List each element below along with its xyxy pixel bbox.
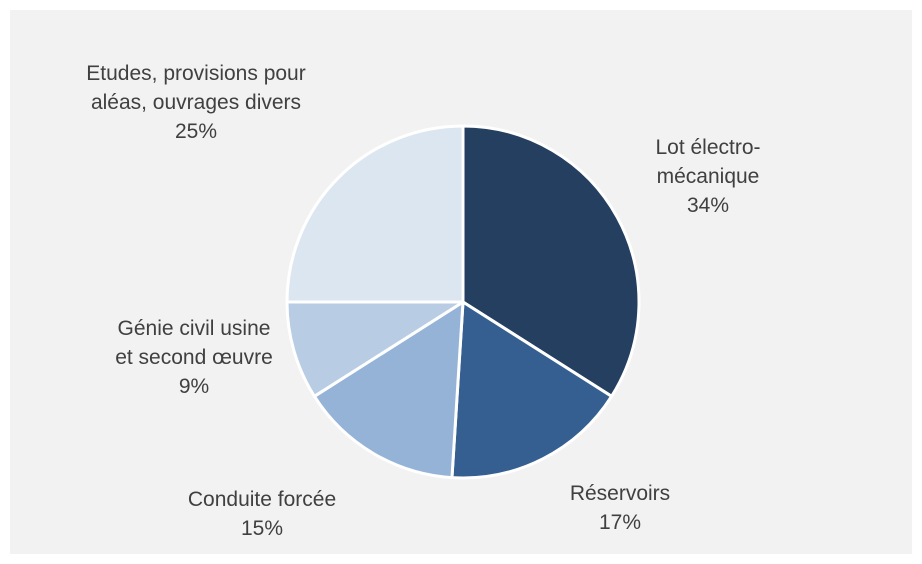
slice-percent: 9% — [178, 375, 210, 398]
slice-percent: 17% — [598, 511, 642, 534]
slice-percent: 15% — [240, 517, 284, 540]
slice-label-lot-electro-mecanique: Lot électro-mécanique 34% — [598, 133, 818, 220]
slice-label-etudes: Etudes, provisions pour aléas, ouvrages … — [60, 59, 332, 146]
slice-percent: 34% — [686, 194, 730, 217]
slice-label-conduite-forcee: Conduite forcée 15% — [142, 485, 382, 543]
slice-label-text: Conduite forcée — [187, 488, 337, 511]
pie-slice-conduite-forcee — [312, 300, 465, 480]
pie-slice-reservoirs — [450, 300, 614, 480]
pie-slice-etudes-provisions-pour-aleas-ouvrages-divers — [285, 124, 465, 304]
slice-label-text: Lot électro-mécanique — [655, 136, 761, 188]
slice-label-text: Etudes, provisions pour aléas, ouvrages … — [86, 62, 306, 114]
slice-label-text: Réservoirs — [569, 482, 671, 505]
pie-slice-genie-civil-usine-et-second-uvre — [285, 300, 465, 398]
slice-label-text: Génie civil usine et second œuvre — [115, 317, 273, 369]
slice-label-genie-civil: Génie civil usine et second œuvre 9% — [99, 314, 289, 401]
slice-percent: 25% — [174, 120, 218, 143]
slice-label-reservoirs: Réservoirs 17% — [530, 479, 710, 537]
